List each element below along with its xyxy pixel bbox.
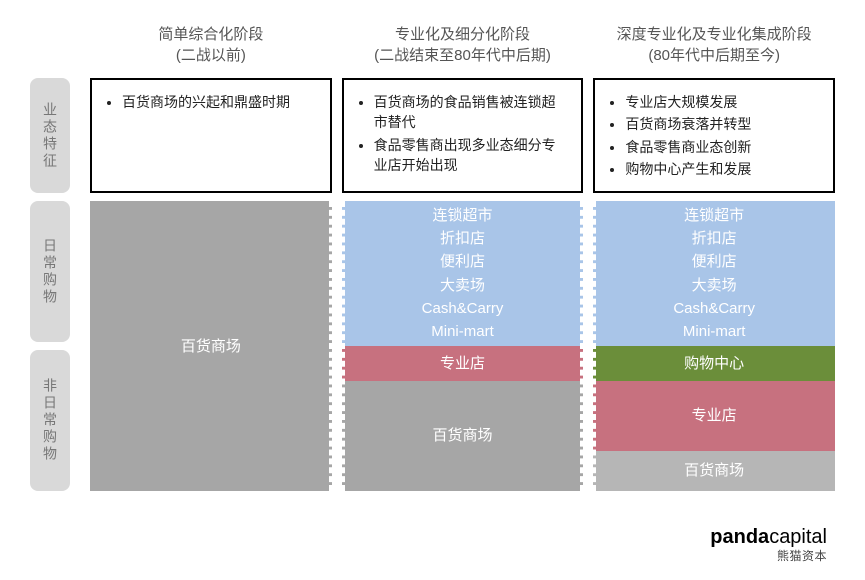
- column-headers: 简单综合化阶段 (二战以前) 专业化及细分化阶段 (二战结束至80年代中后期) …: [90, 20, 835, 70]
- chart-block-line: 专业店: [692, 404, 737, 427]
- feature-list-2: 百货商场的食品销售被连锁超市替代食品零售商出现多业态细分专业店开始出现: [356, 92, 570, 175]
- col1-title-l1: 简单综合化阶段: [90, 24, 332, 45]
- chart-block-line: Cash&Carry: [422, 297, 504, 320]
- chart-col-1: 百货商场: [90, 201, 332, 491]
- chart-area: 日常购物 非日常购物 百货商场 连锁超市折扣店便利店大卖场Cash&CarryM…: [30, 201, 835, 491]
- chart-block: 专业店: [593, 381, 835, 451]
- column-header-2: 专业化及细分化阶段 (二战结束至80年代中后期): [342, 20, 584, 70]
- chart-block-line: 便利店: [692, 250, 737, 273]
- diagram-container: 简单综合化阶段 (二战以前) 专业化及细分化阶段 (二战结束至80年代中后期) …: [30, 20, 835, 491]
- column-divider: [329, 201, 332, 491]
- col2-title-l2: (二战结束至80年代中后期): [342, 45, 584, 66]
- chart-block-line: 便利店: [440, 250, 485, 273]
- col1-title-l2: (二战以前): [90, 45, 332, 66]
- chart-block: 连锁超市折扣店便利店大卖场Cash&CarryMini-mart: [342, 201, 584, 346]
- chart-body: 百货商场 连锁超市折扣店便利店大卖场Cash&CarryMini-mart专业店…: [90, 201, 835, 491]
- chart-block-line: Cash&Carry: [673, 297, 755, 320]
- chart-block: 购物中心: [593, 346, 835, 381]
- feature-list-3: 专业店大规模发展百货商场衰落并转型食品零售商业态创新购物中心产生和发展: [607, 92, 821, 179]
- chart-block-line: 百货商场: [684, 459, 744, 482]
- chart-block-line: 大卖场: [440, 274, 485, 297]
- chart-block-line: 折扣店: [440, 227, 485, 250]
- chart-block-line: 购物中心: [684, 352, 744, 375]
- column-divider: [335, 201, 338, 491]
- feature-item: 食品零售商业态创新: [625, 137, 821, 157]
- col3-title-l1: 深度专业化及专业化集成阶段: [593, 24, 835, 45]
- chart-block: 百货商场: [593, 451, 835, 492]
- feature-item: 购物中心产生和发展: [625, 159, 821, 179]
- chart-block-line: 连锁超市: [684, 204, 744, 227]
- chart-block-line: 折扣店: [692, 227, 737, 250]
- features-cells: 百货商场的兴起和鼎盛时期 百货商场的食品销售被连锁超市替代食品零售商出现多业态细…: [90, 78, 835, 193]
- feature-item: 百货商场的兴起和鼎盛时期: [122, 92, 318, 112]
- column-divider: [342, 201, 345, 491]
- logo-cn: 熊猫资本: [710, 547, 827, 564]
- chart-block: 百货商场: [90, 201, 332, 491]
- chart-block-line: Mini-mart: [683, 320, 746, 343]
- chart-block: 专业店: [342, 346, 584, 381]
- feature-item: 百货商场的食品销售被连锁超市替代: [374, 92, 570, 133]
- daily-row-label: 日常购物: [30, 201, 70, 342]
- col2-title-l1: 专业化及细分化阶段: [342, 24, 584, 45]
- feature-cell-1: 百货商场的兴起和鼎盛时期: [90, 78, 332, 193]
- chart-row-labels: 日常购物 非日常购物: [30, 201, 80, 491]
- column-divider: [586, 201, 589, 491]
- chart-block-line: 百货商场: [181, 335, 241, 358]
- chart-block: 百货商场: [342, 381, 584, 491]
- column-header-3: 深度专业化及专业化集成阶段 (80年代中后期至今): [593, 20, 835, 70]
- chart-block: 连锁超市折扣店便利店大卖场Cash&CarryMini-mart: [593, 201, 835, 346]
- chart-block-line: Mini-mart: [431, 320, 494, 343]
- chart-col-2: 连锁超市折扣店便利店大卖场Cash&CarryMini-mart 专业店百货商场: [342, 201, 584, 491]
- column-divider: [580, 201, 583, 491]
- nondaily-row-label: 非日常购物: [30, 350, 70, 491]
- features-label-box: 业态特征: [30, 78, 80, 193]
- col3-title-l2: (80年代中后期至今): [593, 45, 835, 66]
- features-row: 业态特征 百货商场的兴起和鼎盛时期 百货商场的食品销售被连锁超市替代食品零售商出…: [30, 78, 835, 193]
- column-header-1: 简单综合化阶段 (二战以前): [90, 20, 332, 70]
- logo: pandacapital 熊猫资本: [710, 526, 827, 564]
- feature-item: 专业店大规模发展: [625, 92, 821, 112]
- chart-block-line: 专业店: [440, 352, 485, 375]
- feature-list-1: 百货商场的兴起和鼎盛时期: [104, 92, 318, 112]
- column-divider: [593, 201, 596, 491]
- logo-brand: pandacapital: [710, 526, 827, 549]
- chart-block-line: 百货商场: [433, 424, 493, 447]
- chart-col-3: 连锁超市折扣店便利店大卖场Cash&CarryMini-mart 购物中心专业店百…: [593, 201, 835, 491]
- feature-cell-3: 专业店大规模发展百货商场衰落并转型食品零售商业态创新购物中心产生和发展: [593, 78, 835, 193]
- feature-item: 百货商场衰落并转型: [625, 114, 821, 134]
- features-row-label: 业态特征: [30, 78, 70, 193]
- feature-item: 食品零售商出现多业态细分专业店开始出现: [374, 135, 570, 176]
- feature-cell-2: 百货商场的食品销售被连锁超市替代食品零售商出现多业态细分专业店开始出现: [342, 78, 584, 193]
- chart-block-line: 连锁超市: [433, 204, 493, 227]
- chart-block-line: 大卖场: [692, 274, 737, 297]
